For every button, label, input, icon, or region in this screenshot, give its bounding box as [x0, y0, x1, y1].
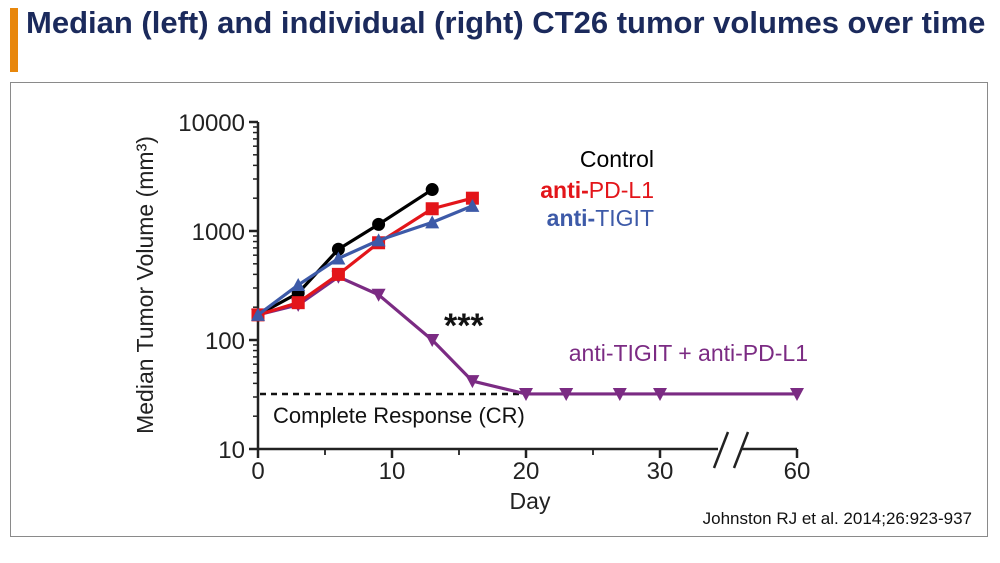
x-tick-label: 10: [379, 458, 406, 485]
x-axis-label: Day: [510, 488, 551, 514]
legend-entry: anti-PD-L1: [540, 177, 654, 203]
data-point: [465, 191, 479, 205]
y-tick-label: 1000: [192, 219, 245, 246]
data-point: [559, 387, 574, 401]
x-tick-label: 60: [784, 458, 811, 485]
chart-axes: [256, 122, 797, 469]
data-point: [425, 334, 440, 347]
figure-frame: [10, 82, 988, 537]
y-axis-label: Median Tumor Volume (mm³): [132, 136, 158, 434]
data-point: [425, 183, 439, 197]
page-title: Median (left) and individual (right) CT2…: [26, 5, 986, 40]
legend-entry: anti-TIGIT + anti-PD-L1: [569, 340, 808, 366]
x-tick-label: 30: [647, 458, 674, 485]
series-anti-tigit: [251, 198, 480, 321]
data-point: [465, 198, 480, 212]
title-accent-bar: [10, 8, 18, 72]
series-line: [257, 204, 474, 317]
data-point: [331, 267, 345, 281]
data-point: [519, 387, 533, 401]
x-tick-label: 0: [251, 458, 264, 485]
data-point: [251, 307, 265, 321]
axis-break-mark: [712, 431, 730, 469]
legend-entry: Control: [580, 146, 654, 172]
data-point: [653, 387, 667, 401]
axis-break-mark: [732, 431, 750, 469]
data-point: [425, 215, 440, 229]
data-point: [465, 375, 480, 389]
citation: Johnston RJ et al. 2014;26:923-937: [702, 509, 972, 528]
data-point: [372, 217, 386, 231]
series-anti-pd-l1: [251, 191, 479, 322]
data-point: [291, 296, 305, 310]
y-tick-label: 10000: [178, 110, 245, 137]
legend-entry: anti-TIGIT: [547, 205, 654, 231]
data-point: [371, 233, 386, 247]
y-tick-label: 10: [218, 437, 245, 464]
series-line: [257, 196, 473, 317]
data-point: [331, 242, 345, 256]
data-point: [331, 251, 346, 265]
data-point: [612, 387, 627, 401]
significance-annotation: ***: [444, 307, 484, 345]
data-point: [425, 202, 439, 216]
y-tick-label: 100: [205, 328, 245, 355]
data-point: [291, 277, 306, 291]
series-anti-tigit-anti-pd-l1: [251, 270, 804, 401]
data-point: [371, 288, 386, 302]
data-point: [790, 387, 804, 401]
complete-response-label: Complete Response (CR): [273, 403, 525, 428]
data-series: [251, 183, 804, 401]
series-line: [257, 275, 797, 396]
x-tick-label: 20: [513, 458, 540, 485]
